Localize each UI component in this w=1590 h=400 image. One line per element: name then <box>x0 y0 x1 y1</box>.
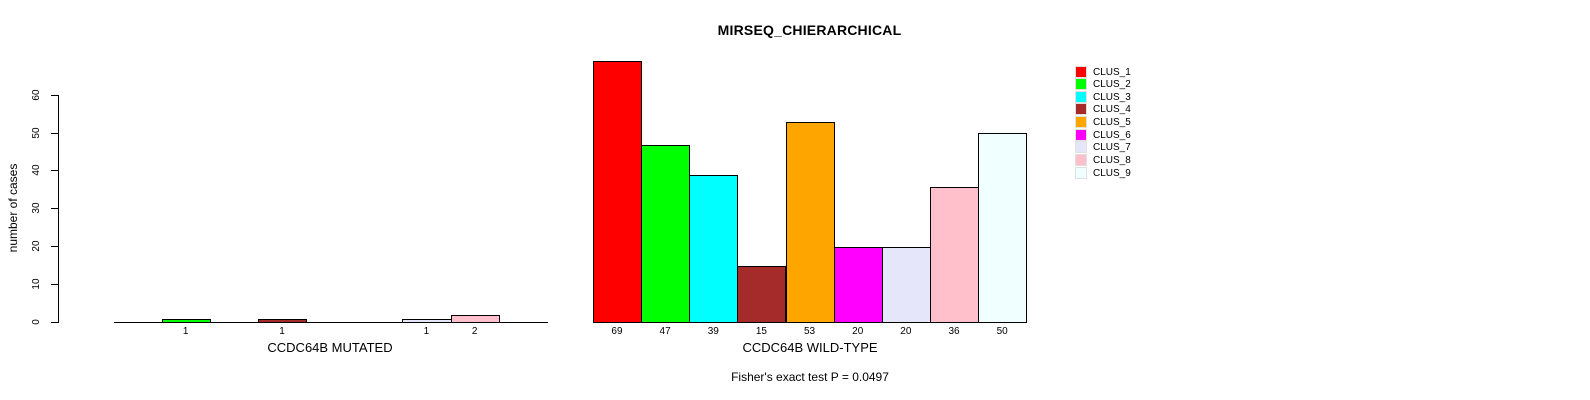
panel-label-mutated: CCDC64B MUTATED <box>267 340 393 355</box>
legend-label: CLUS_1 <box>1093 66 1131 78</box>
legend-label: CLUS_5 <box>1093 117 1131 129</box>
legend-swatch-clus_7 <box>1076 142 1086 153</box>
bar-clus_9-wildtype <box>978 133 1028 323</box>
legend-swatch-clus_1 <box>1076 66 1086 77</box>
legend-swatch-clus_2 <box>1076 79 1086 90</box>
y-tick <box>51 246 58 248</box>
y-tick <box>51 170 58 172</box>
y-tick-label: 0 <box>31 319 42 325</box>
y-tick-label: 10 <box>31 278 42 290</box>
bar-clus_7-mutated <box>402 319 452 323</box>
bar-clus_8-mutated <box>450 315 500 323</box>
bar-clus_1-wildtype <box>592 61 643 323</box>
y-tick-label: 40 <box>31 164 42 176</box>
bar-value-label: 69 <box>611 326 623 337</box>
legend-label: CLUS_2 <box>1093 79 1131 91</box>
legend-label: CLUS_9 <box>1093 167 1131 179</box>
bar-clus_4-mutated <box>257 319 308 323</box>
chart-title: MIRSEQ_CHIERARCHICAL <box>717 22 902 38</box>
bar-clus_2-mutated <box>161 319 211 323</box>
legend-label: CLUS_8 <box>1093 155 1131 167</box>
bar-value-label: 39 <box>707 326 719 337</box>
bar-clus_3-wildtype <box>689 175 739 323</box>
y-tick <box>51 132 58 134</box>
bar-value-label: 20 <box>900 326 912 337</box>
bar-value-label: 15 <box>755 326 767 337</box>
y-tick <box>51 322 58 323</box>
legend-swatch-clus_4 <box>1076 104 1086 115</box>
panel-label-wildtype: CCDC64B WILD-TYPE <box>742 340 878 355</box>
bar-clus_7-wildtype <box>881 247 931 323</box>
bar-clus_5-wildtype <box>785 122 835 323</box>
bar-value-label: 53 <box>804 326 816 337</box>
bar-value-label: 50 <box>996 326 1008 337</box>
legend-label: CLUS_3 <box>1093 91 1131 103</box>
bar-clus_8-wildtype <box>929 187 980 323</box>
legend-swatch-clus_5 <box>1076 117 1086 128</box>
bar-value-label: 1 <box>182 326 189 337</box>
bar-value-label: 36 <box>948 326 960 337</box>
y-tick-label: 20 <box>31 240 42 252</box>
legend-label: CLUS_4 <box>1093 104 1131 116</box>
y-tick <box>51 94 58 96</box>
legend-label: CLUS_6 <box>1093 129 1131 141</box>
legend-swatch-clus_8 <box>1076 155 1086 166</box>
x-axis-line <box>113 322 548 323</box>
y-tick-label: 50 <box>31 126 42 139</box>
legend-label: CLUS_7 <box>1093 142 1131 154</box>
y-axis-label: number of cases <box>6 163 20 253</box>
y-tick-label: 60 <box>31 89 42 101</box>
y-tick-label: 30 <box>31 202 42 214</box>
fisher-test-note: Fisher's exact test P = 0.0497 <box>731 370 889 384</box>
bar-value-label: 20 <box>852 326 864 337</box>
y-tick <box>51 284 58 286</box>
legend-swatch-clus_6 <box>1076 129 1086 140</box>
legend-swatch-clus_3 <box>1076 91 1086 102</box>
bar-value-label: 2 <box>471 326 478 337</box>
bar-value-label: 1 <box>423 326 430 337</box>
y-axis-line <box>58 94 59 323</box>
y-tick <box>51 208 58 210</box>
bar-clus_2-wildtype <box>641 145 691 323</box>
legend-swatch-clus_9 <box>1076 167 1086 178</box>
bar-clus_4-wildtype <box>737 266 787 323</box>
bar-value-label: 47 <box>659 326 671 337</box>
bar-value-label: 1 <box>279 326 285 337</box>
bar-clus_6-wildtype <box>833 247 883 323</box>
